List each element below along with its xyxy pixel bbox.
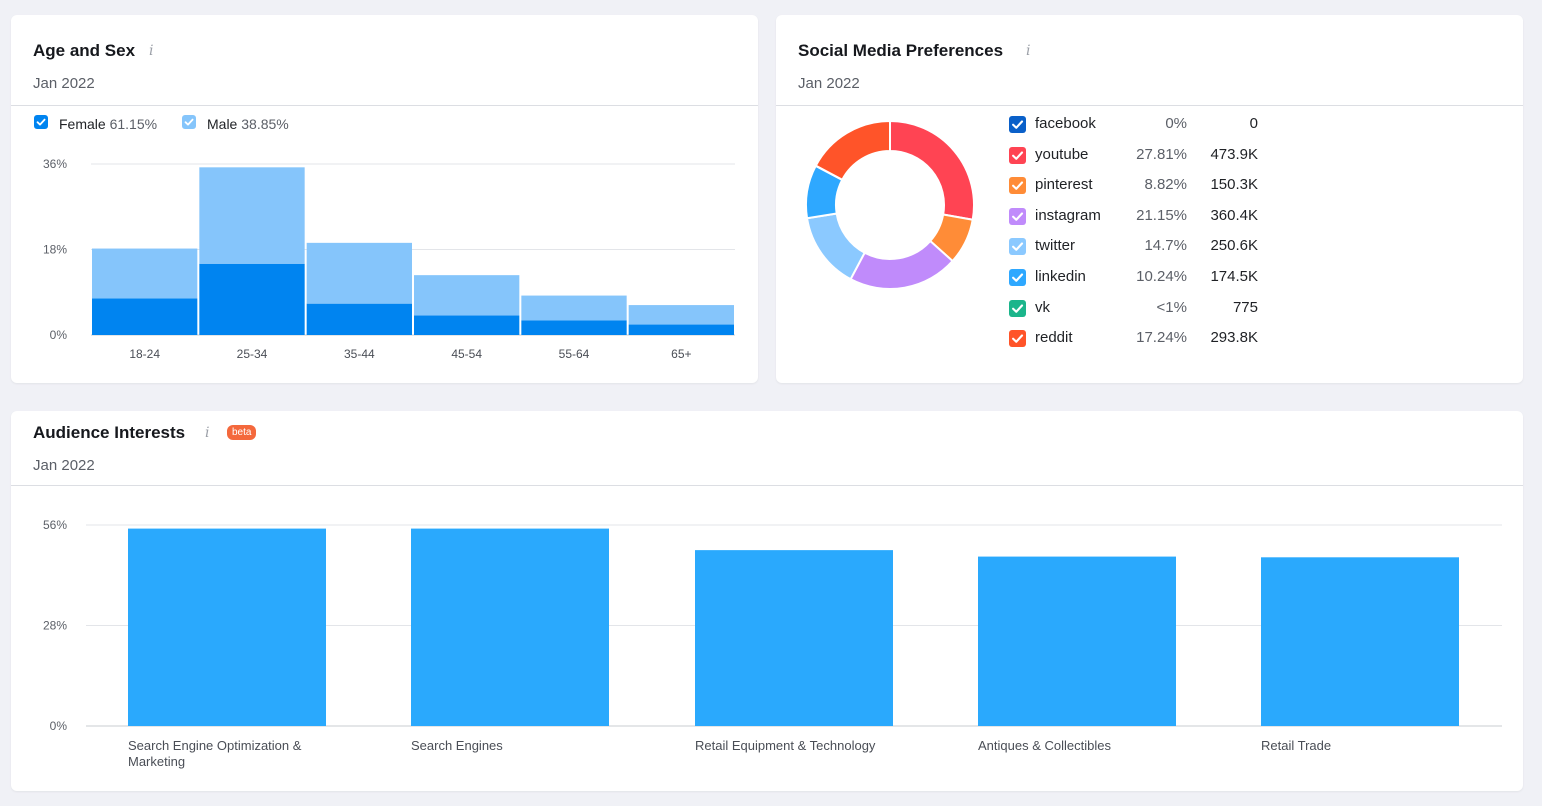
- social-media-title: Social Media Preferences: [798, 41, 1004, 60]
- x-tick-label: Search Engines: [411, 738, 503, 753]
- checkbox-pinterest-icon[interactable]: [1009, 177, 1026, 195]
- social-legend-name: reddit: [1035, 329, 1073, 347]
- bar-segment-female: [306, 303, 412, 335]
- bar-segment-male: [628, 305, 734, 325]
- legend-female-pct: 61.15%: [109, 116, 158, 132]
- bar-segment-female: [521, 320, 627, 335]
- social-legend-name: vk: [1035, 298, 1050, 316]
- donut-slice-reddit: [814, 119, 891, 182]
- age-sex-card: Age and Sex i Jan 2022 Female 61.15% Mal…: [11, 15, 758, 383]
- checkbox-male-icon[interactable]: [182, 115, 196, 129]
- x-tick-label: 25-34: [237, 347, 268, 361]
- social-legend-name: youtube: [1035, 145, 1089, 163]
- beta-badge: beta: [227, 425, 257, 440]
- y-tick-label: 56%: [43, 518, 67, 532]
- social-legend-value: 174.5K: [1210, 268, 1258, 285]
- bar-segment-male: [521, 295, 627, 321]
- divider: [11, 485, 1523, 486]
- bar-segment-female: [628, 324, 734, 335]
- social-legend-name: facebook: [1035, 115, 1096, 132]
- social-legend-pct: 10.24%: [1136, 268, 1187, 285]
- y-tick-label: 28%: [43, 619, 67, 633]
- social-legend-pct: 17.24%: [1136, 329, 1187, 347]
- checkbox-facebook-icon[interactable]: [1009, 116, 1026, 133]
- x-tick-label: 65+: [671, 347, 691, 361]
- x-tick-label: Retail Equipment & Technology: [695, 738, 876, 753]
- interest-bar: [128, 528, 326, 726]
- y-tick-label: 18%: [43, 243, 67, 257]
- audience-interests-chart: 0% 28% 56% Search Engine Optimization & Mark…: [43, 518, 1502, 769]
- checkbox-reddit-icon[interactable]: [1009, 330, 1026, 348]
- social-legend-value: 150.3K: [1210, 176, 1258, 194]
- donut-slice-instagram: [849, 239, 954, 290]
- legend-male-pct: 38.85%: [241, 116, 289, 132]
- interest-bar: [978, 556, 1176, 726]
- checkbox-vk-icon[interactable]: [1009, 299, 1026, 317]
- social-legend-name: instagram: [1035, 206, 1101, 224]
- social-legend-pct: 21.15%: [1136, 206, 1187, 224]
- checkbox-linkedin-icon[interactable]: [1009, 269, 1026, 286]
- social-legend-pct: 0%: [1165, 115, 1187, 132]
- social-legend-value: 293.8K: [1210, 329, 1258, 347]
- bar-segment-female: [199, 263, 305, 335]
- social-legend-pct: 27.81%: [1136, 145, 1187, 163]
- bar-segment-male: [306, 242, 412, 304]
- audience-interests-card: Audience Interests i beta Jan 2022 0% 28%…: [11, 411, 1523, 791]
- social-media-period: Jan 2022: [798, 75, 860, 92]
- social-legend-name: pinterest: [1035, 176, 1093, 194]
- bar-segment-female: [92, 298, 198, 335]
- x-tick-label: 55-64: [559, 347, 590, 361]
- divider: [776, 105, 1523, 106]
- audience-interests-period: Jan 2022: [33, 457, 95, 474]
- checkbox-twitter-icon[interactable]: [1009, 238, 1026, 256]
- checkbox-instagram-icon[interactable]: [1009, 207, 1026, 225]
- interest-bar: [695, 550, 893, 726]
- legend-female-label: Female: [59, 116, 106, 132]
- social-legend-value: 0: [1249, 115, 1258, 132]
- info-icon[interactable]: i: [1026, 43, 1031, 59]
- social-legend-name: twitter: [1035, 237, 1076, 255]
- donut-slice-youtube: [889, 119, 975, 221]
- x-tick-label: Antiques & Collectibles: [978, 738, 1111, 753]
- bar-segment-male: [92, 248, 198, 299]
- checkbox-female-icon[interactable]: [34, 115, 48, 129]
- checkbox-youtube-icon[interactable]: [1009, 146, 1026, 164]
- info-icon[interactable]: i: [149, 43, 154, 59]
- y-tick-label: 36%: [43, 157, 67, 171]
- social-media-card: Social Media Preferences i Jan 2022 face…: [776, 15, 1523, 383]
- social-legend-name: linkedin: [1035, 268, 1086, 285]
- social-legend-value: 473.9K: [1210, 145, 1258, 163]
- x-tick-label: Retail Trade: [1261, 738, 1331, 753]
- bar-segment-male: [414, 275, 520, 316]
- x-tick-label: 45-54: [451, 347, 482, 361]
- x-tick-label: 18-24: [129, 347, 160, 361]
- legend-male-label: Male: [207, 116, 238, 132]
- social-legend-pct: <1%: [1156, 298, 1187, 316]
- social-legend-value: 360.4K: [1210, 206, 1258, 224]
- interest-bar: [1261, 557, 1459, 726]
- divider: [11, 105, 758, 106]
- info-icon[interactable]: i: [205, 425, 210, 441]
- social-legend-pct: 14.7%: [1144, 237, 1187, 255]
- age-sex-title: Age and Sex: [33, 41, 136, 60]
- y-tick-label: 0%: [50, 719, 68, 733]
- social-legend-value: 250.6K: [1210, 237, 1258, 255]
- age-sex-period: Jan 2022: [33, 75, 95, 92]
- donut-slice-twitter: [805, 212, 867, 281]
- social-legend-pct: 8.82%: [1144, 176, 1187, 194]
- interest-bar: [411, 528, 609, 726]
- x-tick-label: Search Engine Optimization & Marketing: [128, 738, 302, 769]
- social-legend-value: 775: [1232, 298, 1258, 316]
- audience-interests-title: Audience Interests: [33, 423, 186, 442]
- bar-segment-male: [199, 167, 305, 264]
- age-sex-chart: 0% 18% 36% 18-24 25-34 35-44 45-54 55-64 65+: [43, 157, 735, 361]
- y-tick-label: 0%: [50, 328, 68, 342]
- x-tick-label: 35-44: [344, 347, 375, 361]
- social-donut-chart: [805, 119, 975, 290]
- bar-segment-female: [414, 315, 520, 335]
